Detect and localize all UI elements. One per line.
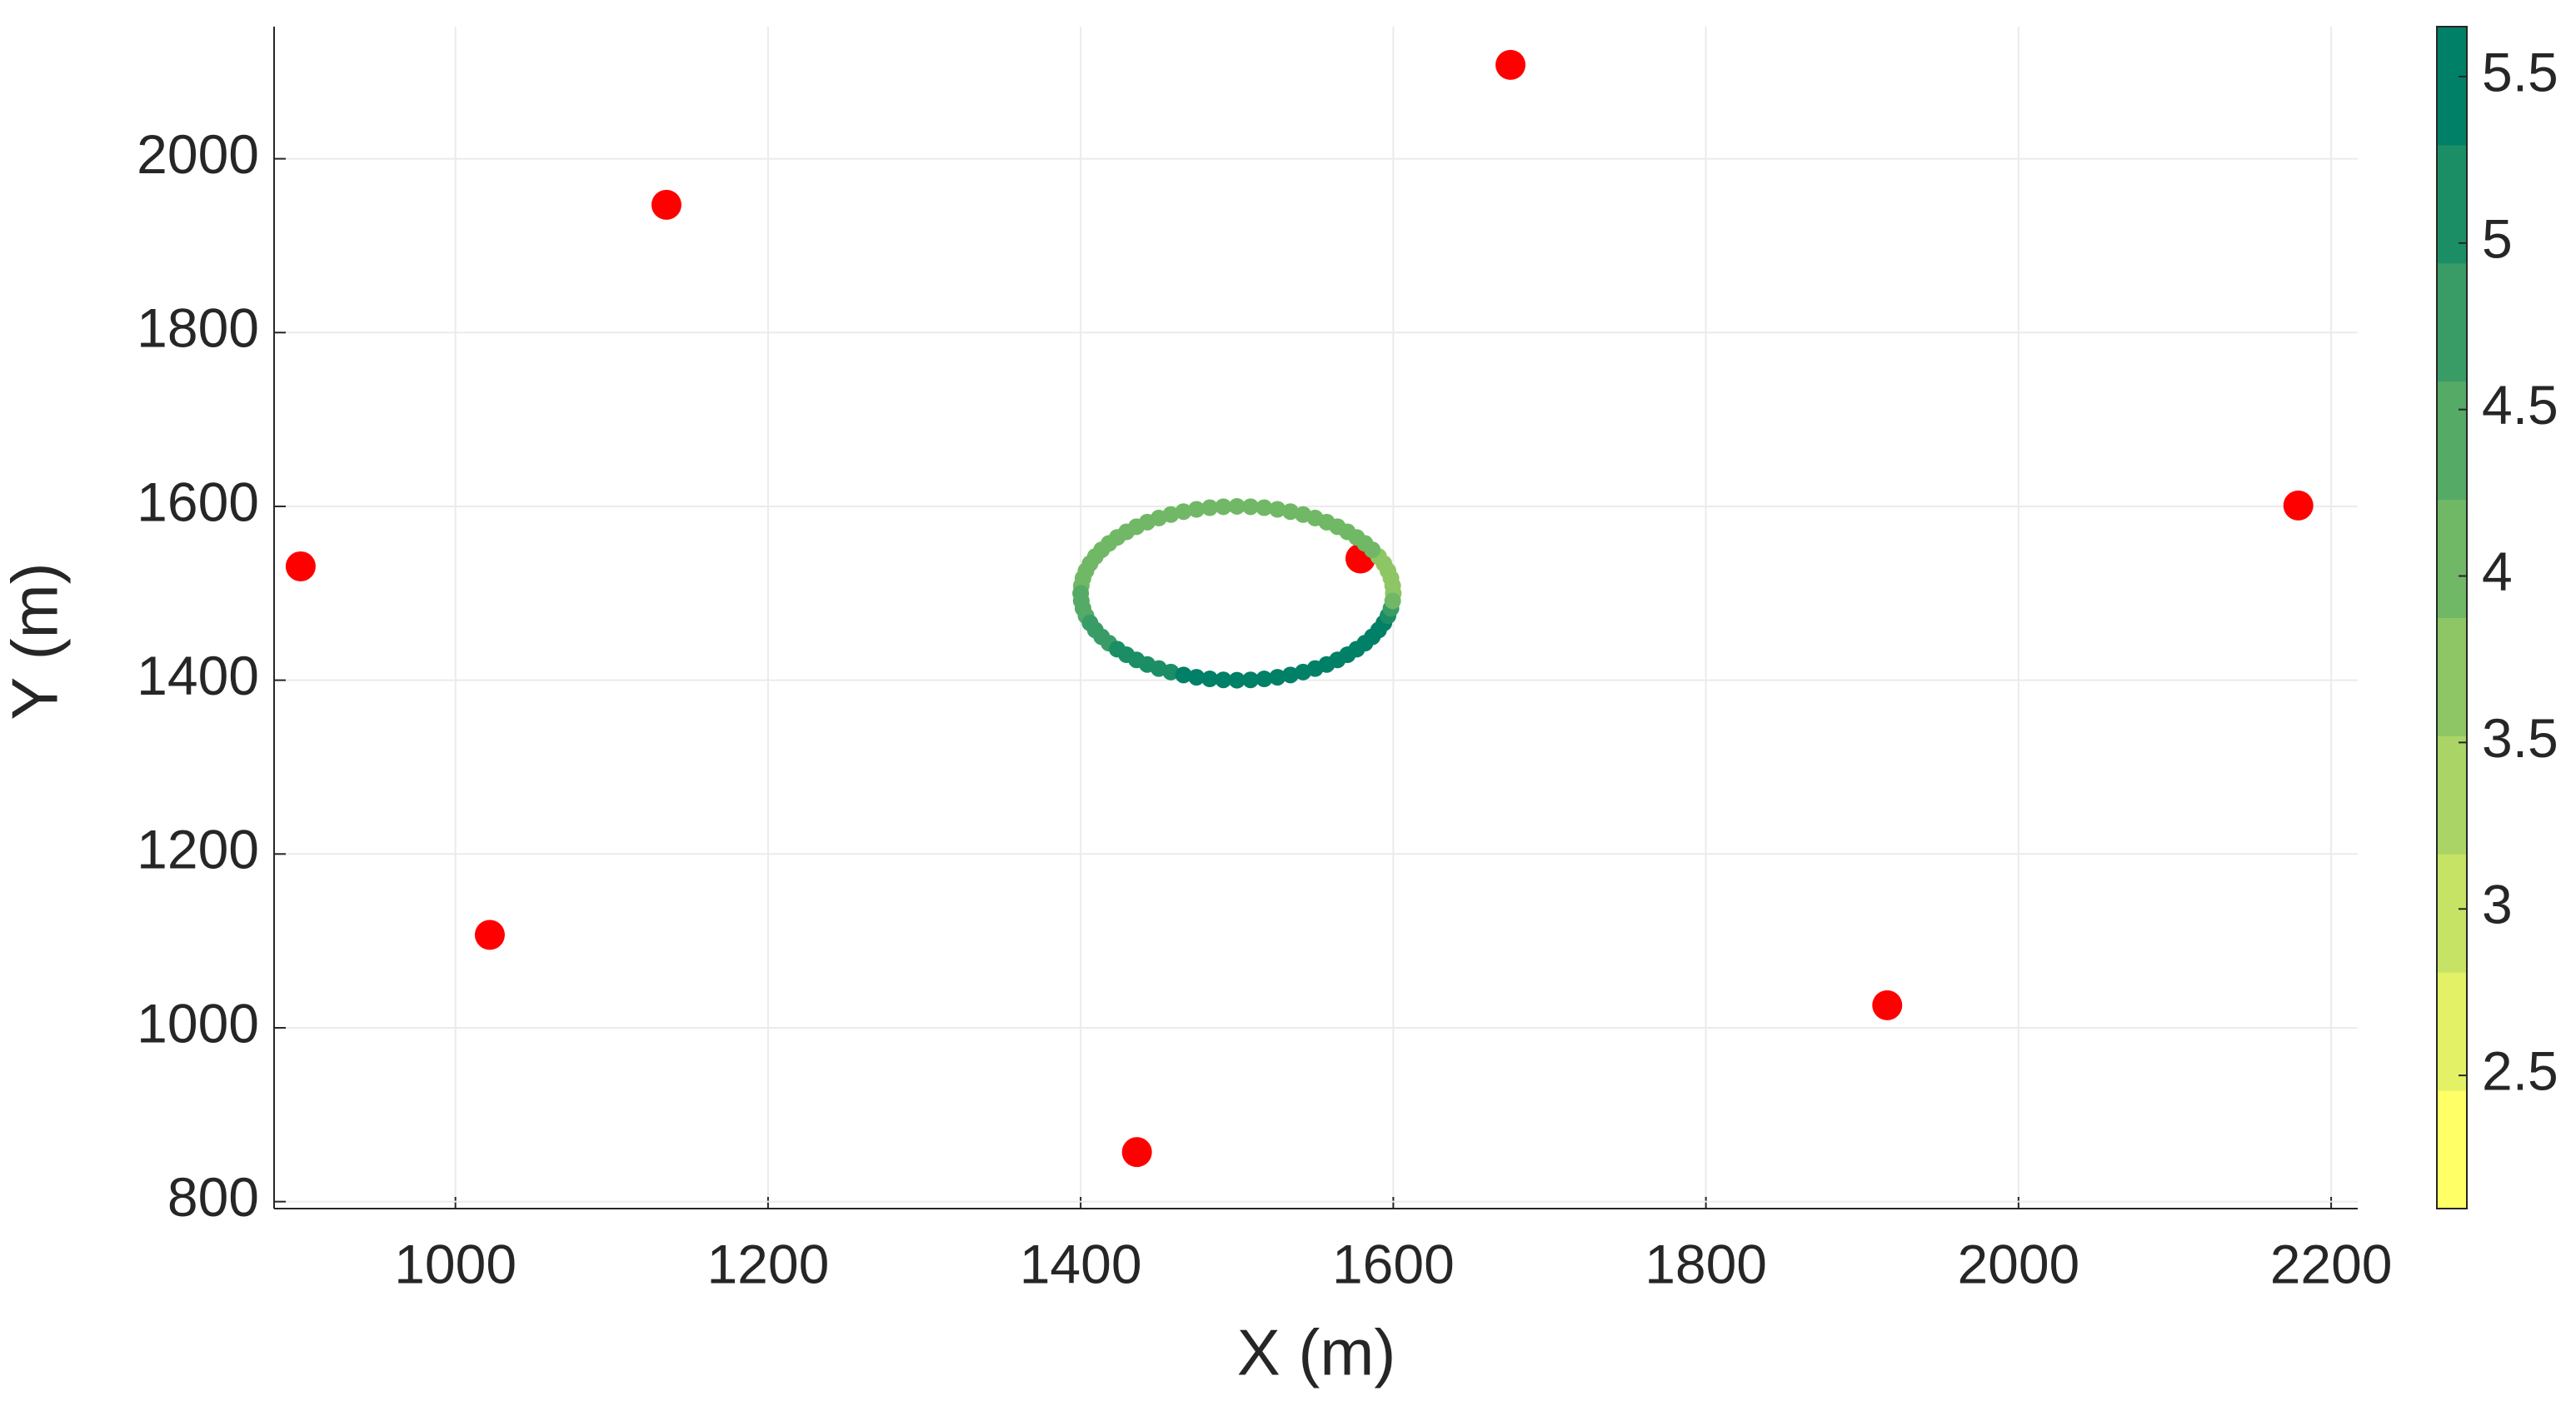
anchor-point <box>1495 49 1526 80</box>
colorbar-tick-label: 4 <box>2482 541 2513 602</box>
trajectory-point <box>1175 503 1192 521</box>
anchor-point <box>285 551 316 581</box>
trajectory-point <box>1295 506 1312 523</box>
anchor-point <box>651 189 681 220</box>
trajectory-point <box>1175 666 1192 684</box>
x-tick-label: 1800 <box>1645 1233 1767 1294</box>
colorbar-band <box>2437 262 2467 382</box>
trajectory-point <box>1188 669 1206 686</box>
colorbar-band <box>2437 27 2467 146</box>
x-tick-label: 1400 <box>1020 1233 1142 1294</box>
trajectory-point <box>1215 498 1232 516</box>
trajectory-point <box>1201 499 1219 516</box>
x-tick-label: 1200 <box>706 1233 829 1294</box>
trajectory-point <box>1201 671 1219 688</box>
trajectory-point <box>1162 663 1180 681</box>
y-tick-label: 1200 <box>137 819 259 880</box>
colorbar-band <box>2437 499 2467 618</box>
trajectory-point <box>1256 671 1273 688</box>
trajectory-point <box>1242 498 1260 516</box>
trajectory-point <box>1242 671 1260 689</box>
colorbar-tick-label: 5 <box>2482 207 2513 269</box>
trajectory-point <box>1228 497 1246 515</box>
colorbar-band <box>2437 381 2467 501</box>
colorbar-tick-label: 3 <box>2482 874 2513 935</box>
colorbar-tick-label: 3.5 <box>2482 707 2559 769</box>
colorbar-band <box>2437 735 2467 855</box>
colorbar-band <box>2437 144 2467 264</box>
anchor-point <box>2283 490 2314 521</box>
y-axis-label: Y (m) <box>0 562 72 720</box>
y-tick-label: 800 <box>167 1166 259 1228</box>
y-tick-label: 1800 <box>137 297 259 359</box>
colorbar-band <box>2437 972 2467 1091</box>
trajectory-point <box>1215 671 1232 689</box>
trajectory-point <box>1188 501 1206 518</box>
colorbar-tick-label: 4.5 <box>2482 374 2559 436</box>
anchor-point <box>1872 990 1903 1020</box>
trajectory-point <box>1228 671 1246 689</box>
trajectory-point <box>1269 501 1286 518</box>
trajectory-point <box>1269 669 1286 686</box>
trajectory-point <box>1256 499 1273 516</box>
colorbar-band <box>2437 854 2467 973</box>
colorbar-tick-label: 5.5 <box>2482 41 2559 102</box>
trajectory-point <box>1281 666 1299 684</box>
colorbar-tick-label: 2.5 <box>2482 1040 2559 1102</box>
x-axis-label: X (m) <box>1237 1316 1396 1389</box>
x-tick-label: 1000 <box>394 1233 517 1294</box>
y-tick-label: 2000 <box>137 123 259 185</box>
y-tick-label: 1000 <box>137 992 259 1054</box>
anchor-point <box>474 920 505 950</box>
trajectory-point <box>1281 503 1299 521</box>
x-tick-label: 1600 <box>1332 1233 1455 1294</box>
y-tick-label: 1600 <box>137 471 259 532</box>
x-tick-label: 2000 <box>1957 1233 2079 1294</box>
colorbar-frame <box>2436 26 2468 1209</box>
anchor-point <box>1121 1137 1152 1168</box>
x-tick-label: 2200 <box>2270 1233 2393 1294</box>
colorbar-band <box>2437 617 2467 736</box>
colorbar-band <box>2437 1090 2467 1209</box>
trajectory-point <box>1384 592 1401 610</box>
y-tick-label: 1400 <box>137 645 259 706</box>
